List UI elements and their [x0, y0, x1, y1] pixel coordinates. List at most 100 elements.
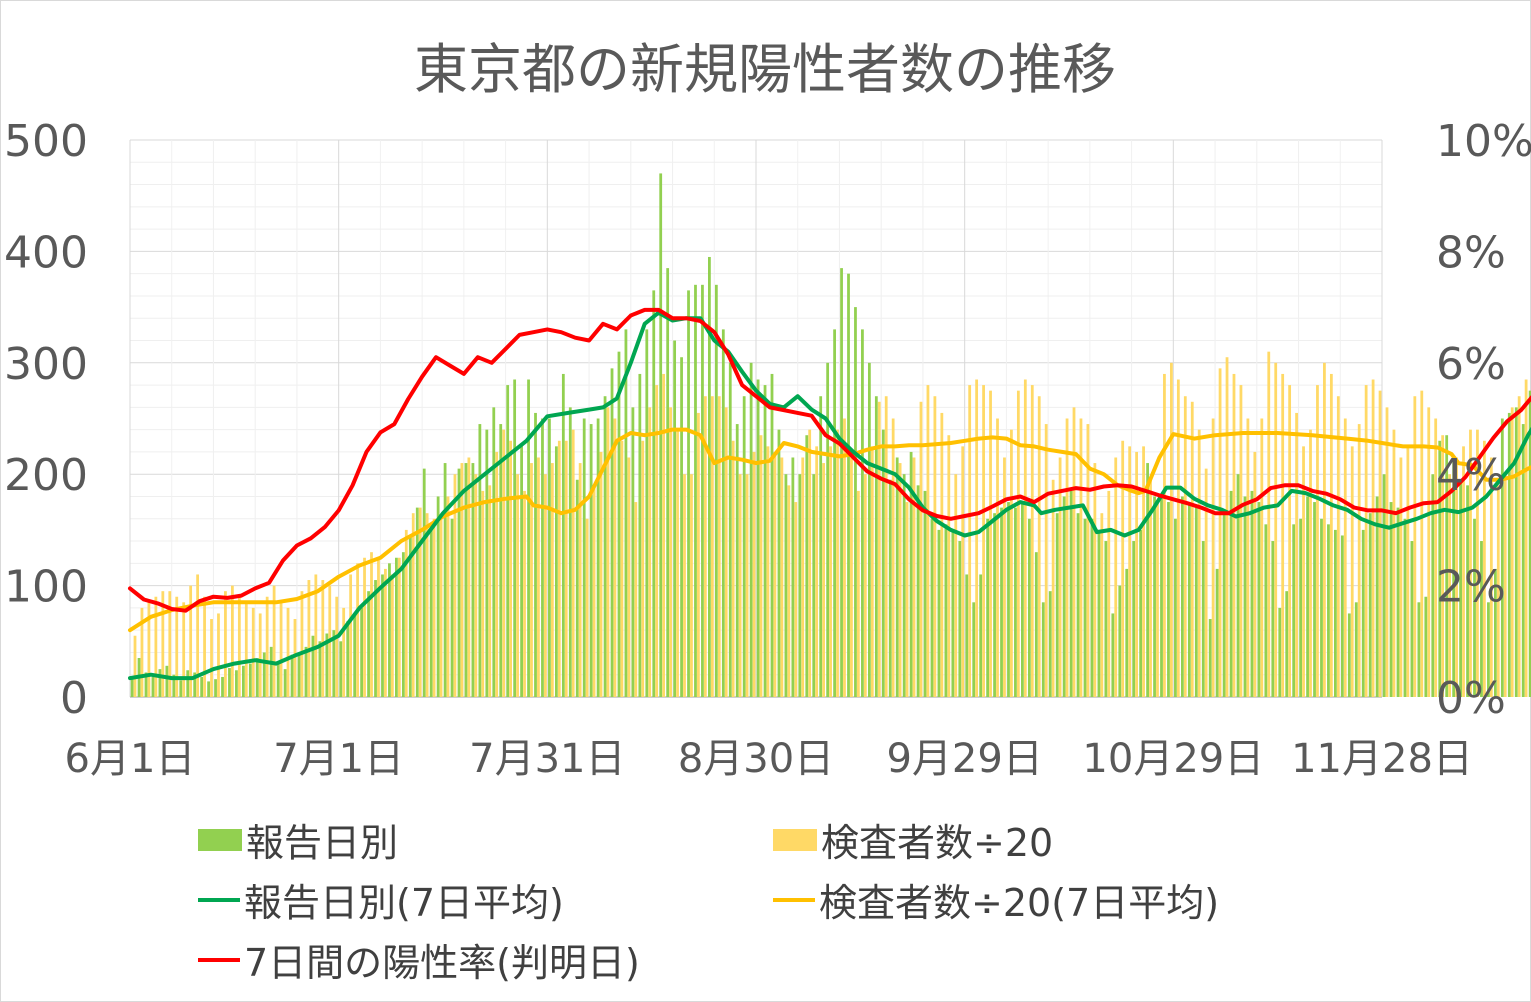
- reported-bar: [401, 552, 405, 697]
- reported-bar: [603, 396, 607, 697]
- tests-bar: [502, 429, 506, 697]
- tests-bar: [1169, 362, 1173, 697]
- reported-bar: [1111, 613, 1115, 697]
- reported-bar: [492, 407, 496, 697]
- tests-bar: [1003, 457, 1006, 697]
- reported-bar: [867, 362, 871, 697]
- reported-bar: [276, 663, 280, 697]
- reported-bar: [791, 457, 795, 697]
- reported-bar: [1493, 568, 1497, 697]
- tests-bar: [467, 457, 471, 697]
- gridlines: [129, 139, 1383, 698]
- right-axis-tick-label: 4%: [1436, 450, 1506, 501]
- x-axis-tick-label: 7月1日: [273, 736, 404, 782]
- tests-bar: [1197, 429, 1201, 697]
- tests-bar: [1476, 429, 1479, 697]
- legend-label: 報告日別: [246, 821, 399, 865]
- tests-bar: [370, 552, 373, 697]
- reported-bar: [1208, 619, 1212, 697]
- tests-bar: [759, 435, 763, 697]
- tests-bar: [1503, 474, 1507, 697]
- tests-bar: [342, 607, 346, 697]
- reported-bar: [241, 665, 245, 697]
- legend-reported-bar: 報告日別: [198, 812, 398, 867]
- tests-bar: [641, 440, 645, 697]
- reported-bar: [596, 418, 600, 697]
- legend-label: 検査者数÷20(7日平均): [819, 881, 1220, 925]
- tests-bar: [175, 596, 179, 697]
- reported-bar: [1438, 440, 1442, 697]
- left-axis-tick-label: 500: [4, 116, 88, 167]
- reported-bar: [255, 658, 259, 697]
- tests-bar: [1016, 390, 1020, 697]
- tests-bar: [787, 485, 791, 697]
- tests-bar: [251, 607, 255, 697]
- reported-bar: [1320, 518, 1323, 697]
- reported-bar: [1514, 407, 1518, 697]
- reported-bar: [1299, 518, 1303, 697]
- reported-bar: [283, 669, 287, 697]
- reported-bar: [1229, 490, 1233, 697]
- reported-bar: [742, 396, 746, 697]
- tests-bar: [1204, 468, 1208, 697]
- reported-bar: [1201, 541, 1205, 697]
- reported-bar: [631, 407, 635, 697]
- reported-bar: [1076, 513, 1080, 697]
- reported-bar: [548, 418, 551, 697]
- reported-bar: [1104, 541, 1108, 697]
- reported-bar: [763, 385, 767, 697]
- tests-bar: [620, 440, 624, 697]
- reported-bar: [735, 424, 739, 697]
- tests-bar: [377, 557, 380, 697]
- tests-bar: [1489, 457, 1493, 697]
- tests-bar: [543, 474, 547, 697]
- reported-bar: [339, 641, 343, 697]
- tests-bar: [655, 385, 659, 697]
- left-axis-tick-label: 100: [4, 562, 88, 613]
- reported-bar: [784, 474, 788, 697]
- reported-bar: [1048, 591, 1052, 697]
- tests-bar: [571, 429, 575, 697]
- reported-bar: [1327, 524, 1330, 697]
- tests-bar: [863, 474, 867, 697]
- tests-bar: [780, 457, 784, 697]
- tests-bar: [1100, 513, 1104, 697]
- reported-bar: [986, 518, 990, 697]
- tests-bar: [154, 596, 158, 697]
- reported-bar: [589, 424, 593, 697]
- reported-bar: [1153, 496, 1156, 697]
- tests-bar: [196, 574, 199, 697]
- tests-bar: [446, 496, 450, 697]
- reported-bar: [1292, 524, 1296, 697]
- tests-bar: [1448, 474, 1451, 697]
- reported-bar: [1014, 507, 1017, 697]
- tests-bar: [815, 446, 819, 697]
- tests-bar: [1309, 429, 1312, 697]
- tests-bar: [1517, 396, 1521, 697]
- tests-bar: [363, 557, 366, 697]
- reported-bar: [624, 329, 628, 697]
- tests-bar: [1128, 446, 1132, 697]
- right-axis-tick-label: 0%: [1436, 673, 1506, 724]
- reported-bar: [290, 654, 294, 697]
- reported-bar: [645, 329, 649, 697]
- tests-bar: [1350, 446, 1354, 697]
- reported-bar: [951, 529, 955, 697]
- reported-bar: [561, 373, 565, 697]
- tests-bar: [564, 440, 568, 697]
- reported-bar: [1480, 541, 1483, 697]
- reported-bar: [395, 557, 398, 697]
- tests-bar: [321, 580, 325, 697]
- reported-bar: [694, 284, 697, 697]
- reported-bar: [1306, 496, 1309, 697]
- reported-bar: [360, 607, 364, 697]
- legend-label: 7日間の陽性率(判明日): [244, 941, 640, 985]
- reported-bar: [1027, 518, 1031, 697]
- tests-bar: [829, 446, 832, 697]
- tests-bar: [1295, 412, 1298, 697]
- reported-bar: [172, 674, 176, 697]
- tests-bar: [1482, 440, 1486, 697]
- reported-bar: [1041, 602, 1045, 697]
- reported-bar: [575, 479, 579, 697]
- tests-bar: [307, 580, 311, 697]
